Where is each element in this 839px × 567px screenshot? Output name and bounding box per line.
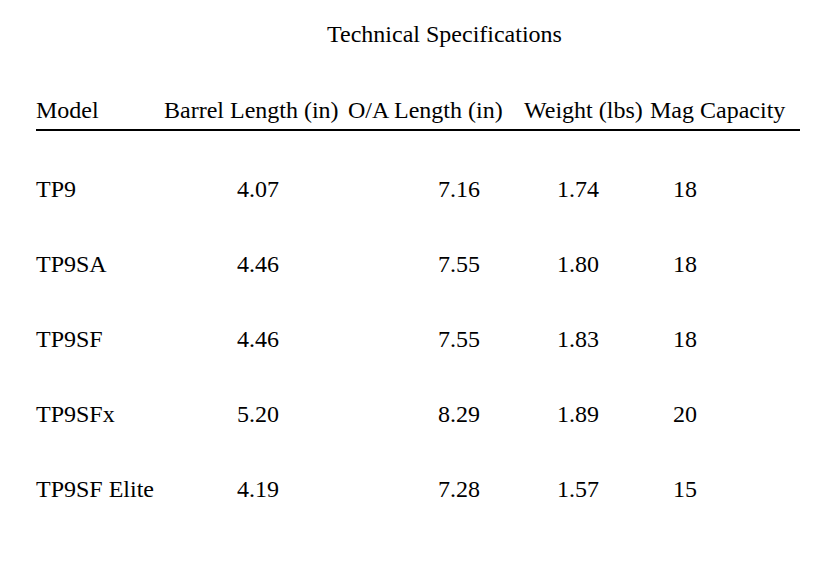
cell-weight: 1.74 [524,151,650,226]
column-header-weight: Weight (lbs) [524,95,650,130]
cell-mag-capacity: 18 [650,226,800,301]
cell-model: TP9SF Elite [36,451,164,526]
table-row-tp9sfx: TP9SFx 5.20 8.29 1.89 20 [36,376,800,451]
table-row-tp9: TP9 4.07 7.16 1.74 18 [36,151,800,226]
document-page: Technical Specifications Model Barrel Le… [0,0,839,567]
cell-weight: 1.83 [524,301,650,376]
cell-mag-capacity: 18 [650,301,800,376]
cell-mag-capacity: 20 [650,376,800,451]
cell-oa-length: 7.28 [348,451,524,526]
table-row-tp9sf: TP9SF 4.46 7.55 1.83 18 [36,301,800,376]
cell-barrel-length: 4.46 [164,226,348,301]
column-header-mag-capacity: Mag Capacity [650,95,800,130]
cell-oa-length: 7.55 [348,226,524,301]
cell-model: TP9SFx [36,376,164,451]
table-row-tp9sa: TP9SA 4.46 7.55 1.80 18 [36,226,800,301]
cell-model: TP9SA [36,226,164,301]
cell-weight: 1.80 [524,226,650,301]
cell-oa-length: 7.16 [348,151,524,226]
cell-mag-capacity: 18 [650,151,800,226]
cell-weight: 1.89 [524,376,650,451]
cell-mag-capacity: 15 [650,451,800,526]
spec-table: Model Barrel Length (in) O/A Length (in)… [36,95,800,526]
column-header-barrel-length: Barrel Length (in) [164,95,348,130]
cell-barrel-length: 5.20 [164,376,348,451]
cell-barrel-length: 4.19 [164,451,348,526]
cell-oa-length: 7.55 [348,301,524,376]
header-gap-spacer [36,130,800,151]
column-header-oa-length: O/A Length (in) [348,95,524,130]
cell-barrel-length: 4.07 [164,151,348,226]
cell-model: TP9 [36,151,164,226]
column-header-model: Model [36,95,164,130]
page-title: Technical Specifications [0,18,839,50]
table-header-row: Model Barrel Length (in) O/A Length (in)… [36,95,800,130]
cell-oa-length: 8.29 [348,376,524,451]
table-row-tp9sf-elite: TP9SF Elite 4.19 7.28 1.57 15 [36,451,800,526]
cell-barrel-length: 4.46 [164,301,348,376]
cell-weight: 1.57 [524,451,650,526]
cell-model: TP9SF [36,301,164,376]
